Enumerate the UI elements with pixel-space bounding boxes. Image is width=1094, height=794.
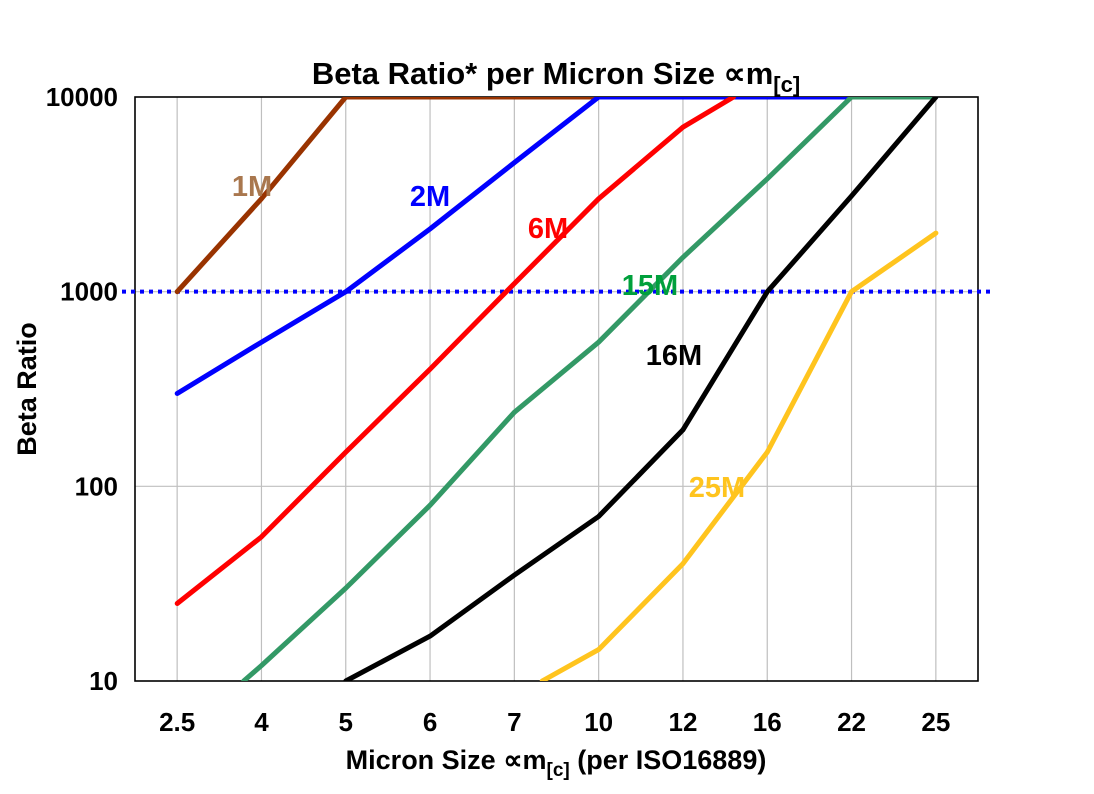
x-tick-10: 10 [584,707,613,737]
x-tick-22: 22 [837,707,866,737]
x-tick-16: 16 [753,707,782,737]
series-label-25M: 25M [689,472,745,504]
y-axis-title: Beta Ratio [12,322,42,456]
x-tick-4: 4 [254,707,269,737]
y-tick-labels: 10 100 1000 10000 [46,82,118,696]
y-tick-1000: 1000 [60,277,118,307]
x-tick-2.5: 2.5 [159,707,195,737]
series-label-16M: 16M [646,340,702,372]
series-label-6M: 6M [528,213,568,245]
x-tick-6: 6 [423,707,437,737]
series-lines [174,97,939,681]
y-tick-10: 10 [89,666,118,696]
series-line-2M [174,97,939,396]
y-tick-100: 100 [75,471,118,501]
y-tick-10000: 10000 [46,82,118,112]
series-line-15M [241,97,939,681]
series-label-1M: 1M [232,171,272,203]
series-line-1M [174,97,602,295]
x-tick-5: 5 [339,707,353,737]
series-line-6M [174,97,736,606]
chart-title: Beta Ratio* per Micron Size ∝m[c] [312,56,800,97]
series-line-25M [539,230,939,681]
x-tick-12: 12 [668,707,697,737]
series-labels: 1M 2M 6M 15M 16M 25M [232,171,745,504]
x-tick-labels: 2.5 4 5 6 7 10 12 16 22 25 [159,707,950,737]
x-tick-25: 25 [921,707,950,737]
series-label-15M: 15M [622,270,678,302]
series-line-16M [343,97,939,681]
x-tick-7: 7 [507,707,521,737]
series-label-2M: 2M [410,181,450,213]
x-axis-title: Micron Size ∝m[c] (per ISO16889) [346,745,767,781]
